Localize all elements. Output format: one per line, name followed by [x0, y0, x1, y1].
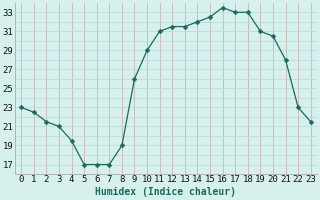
X-axis label: Humidex (Indice chaleur): Humidex (Indice chaleur): [95, 187, 236, 197]
